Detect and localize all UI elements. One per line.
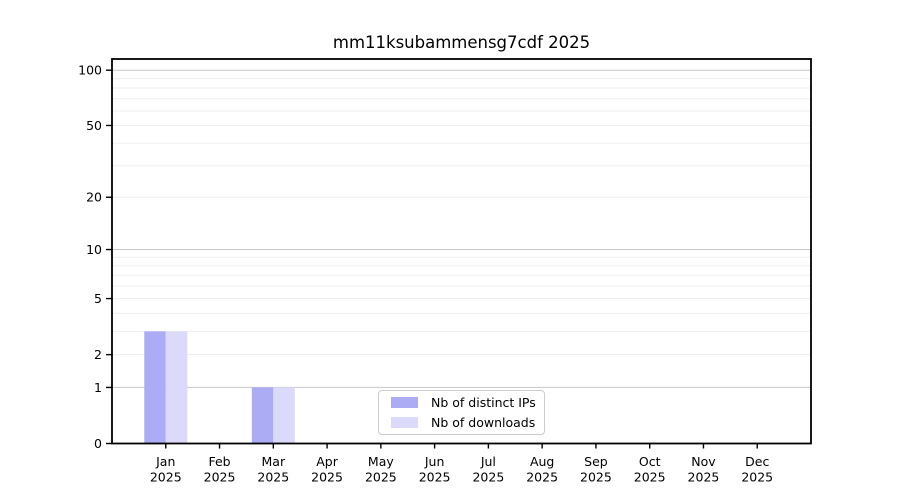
axis-frame xyxy=(111,58,812,445)
x-tick-label-feb: Feb 2025 xyxy=(204,454,236,485)
legend-swatch-downloads xyxy=(391,417,418,428)
y-tick-label-5: 5 xyxy=(94,291,102,306)
x-tick-label-aug: Aug 2025 xyxy=(526,454,558,485)
y-tick-label-1: 1 xyxy=(94,380,102,395)
chart-title: mm11ksubammensg7cdf 2025 xyxy=(332,33,591,52)
y-tick-label-100: 100 xyxy=(78,63,102,78)
x-tick-label-jul: Jul 2025 xyxy=(472,454,504,485)
legend: Nb of distinct IPs Nb of downloads xyxy=(378,390,545,435)
x-tick-label-jan: Jan 2025 xyxy=(150,454,182,485)
legend-label-downloads: Nb of downloads xyxy=(431,414,536,430)
y-tick-label-2: 2 xyxy=(94,347,102,362)
y-tick-label-0: 0 xyxy=(94,436,102,451)
y-tick-label-10: 10 xyxy=(86,242,102,257)
x-tick-label-jun: Jun 2025 xyxy=(419,454,451,485)
bar-nb-of-distinct-ips-jan xyxy=(144,331,166,444)
bar-nb-of-downloads-mar xyxy=(273,387,295,444)
x-tick-label-sep: Sep 2025 xyxy=(580,454,612,485)
x-tick-label-apr: Apr 2025 xyxy=(311,454,343,485)
bar-nb-of-downloads-jan xyxy=(165,331,188,444)
legend-entry-downloads: Nb of downloads xyxy=(387,415,536,431)
x-tick-label-oct: Oct 2025 xyxy=(634,454,666,485)
x-tick-label-dec: Dec 2025 xyxy=(741,454,773,485)
x-tick-label-nov: Nov 2025 xyxy=(688,454,720,485)
x-tick-label-mar: Mar 2025 xyxy=(257,454,289,485)
y-tick-label-50: 50 xyxy=(86,118,102,133)
legend-label-distinct-ips: Nb of distinct IPs xyxy=(431,394,536,410)
y-tick-label-20: 20 xyxy=(86,190,102,205)
legend-entry-distinct-ips: Nb of distinct IPs xyxy=(387,395,536,411)
legend-swatch-distinct-ips xyxy=(391,397,418,408)
x-tick-label-may: May 2025 xyxy=(365,454,397,485)
bar-nb-of-distinct-ips-mar xyxy=(251,387,274,444)
